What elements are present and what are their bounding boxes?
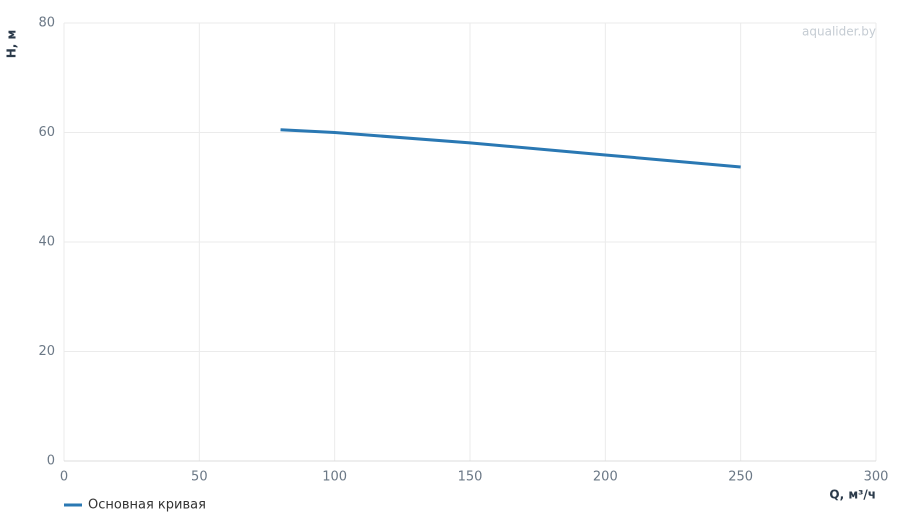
y-tick-label: 60 (38, 125, 55, 140)
x-tick-label: 50 (191, 470, 208, 485)
watermark: aqualider.by (802, 25, 876, 39)
line-series (280, 128, 741, 169)
x-tick-label: 150 (458, 470, 483, 485)
y-tick-label: 40 (38, 235, 55, 250)
x-tick-label: 100 (322, 470, 347, 485)
x-tick-label: 300 (864, 470, 889, 485)
legend-label: Основная кривая (88, 498, 206, 513)
x-tick-label: 200 (593, 470, 618, 485)
y-tick-label: 0 (47, 454, 55, 469)
y-tick-label: 80 (38, 16, 55, 31)
x-axis-title: Q, м³/ч (829, 488, 876, 502)
x-tick-label: 0 (60, 470, 68, 485)
y-tick-label: 20 (38, 344, 55, 359)
y-axis-title: H, м (5, 30, 19, 59)
x-tick-label: 250 (728, 470, 753, 485)
